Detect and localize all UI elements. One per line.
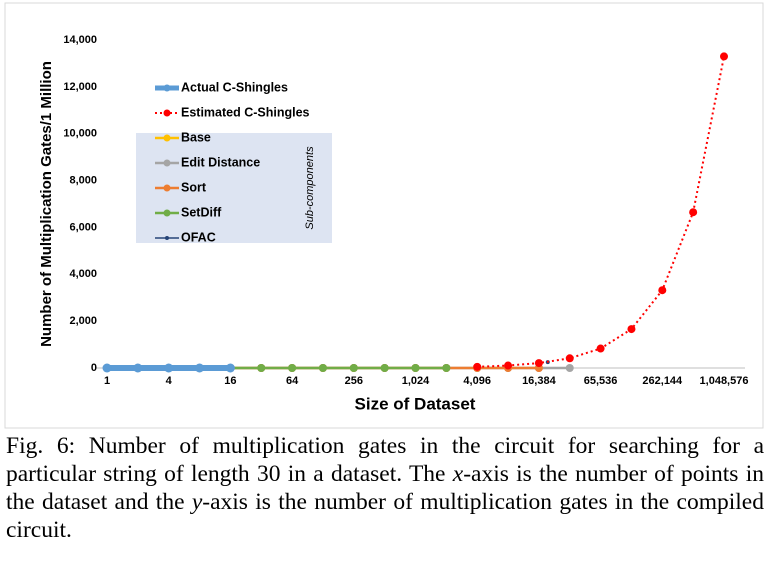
- legend-label: OFAC: [181, 230, 216, 244]
- x-tick-label: 64: [286, 375, 299, 387]
- legend-marker: [163, 184, 171, 192]
- series-marker: [133, 363, 143, 373]
- caption-text: Fig. 6: Number of multiplication gates i…: [6, 433, 764, 487]
- x-axis-label: Size of Dataset: [355, 394, 476, 413]
- y-tick-label: 12,000: [63, 81, 97, 93]
- series-marker: [565, 364, 574, 372]
- series-marker: [504, 361, 513, 370]
- x-tick-label: 65,536: [584, 375, 618, 387]
- caption-text: -axis is the number of points in the dat…: [6, 461, 764, 515]
- legend-marker: [163, 209, 171, 217]
- y-tick-label: 10,000: [63, 128, 97, 140]
- x-tick-label: 4,096: [463, 375, 491, 387]
- caption-math: y: [191, 489, 203, 515]
- series-marker: [257, 364, 266, 372]
- series-marker: [380, 364, 389, 372]
- y-tick-label: 4,000: [69, 268, 97, 280]
- series-marker: [195, 363, 205, 373]
- legend-label: Sort: [181, 180, 207, 194]
- caption: Fig. 6: Number of multiplication gates i…: [6, 432, 764, 544]
- y-tick-label: 8,000: [69, 174, 97, 186]
- legend-label: Base: [181, 130, 211, 144]
- series-marker: [627, 325, 636, 334]
- legend-marker: [163, 84, 171, 92]
- y-tick-label: 6,000: [69, 221, 97, 233]
- series-marker: [349, 364, 358, 372]
- chart-frame: [4, 2, 764, 429]
- x-tick-label: 16: [224, 375, 236, 387]
- series-marker: [596, 344, 605, 353]
- y-axis-label: Number of Multiplication Gates/1 Million: [38, 61, 55, 347]
- y-tick-label: 0: [91, 362, 97, 374]
- legend-label: Estimated C-Shingles: [181, 105, 310, 119]
- x-tick-label: 1,024: [402, 375, 430, 387]
- x-tick-label: 16,384: [522, 375, 557, 387]
- series-marker: [565, 354, 574, 363]
- legend-marker: [165, 236, 169, 240]
- x-tick-label: 256: [345, 375, 363, 387]
- series-marker: [720, 52, 728, 61]
- series-marker: [318, 364, 327, 372]
- series-marker: [411, 364, 420, 372]
- x-tick-label: 1: [104, 375, 110, 387]
- caption-text: -axis is the number of multiplication ga…: [6, 489, 764, 543]
- legend-note: Sub-components: [304, 146, 316, 230]
- y-tick-label: 2,000: [69, 315, 97, 327]
- series-marker: [473, 362, 482, 371]
- series-line: [477, 56, 725, 368]
- series-marker: [442, 364, 451, 372]
- x-tick-label: 1,048,576: [700, 375, 749, 387]
- x-tick-label: 4: [166, 375, 173, 387]
- series-marker: [288, 364, 297, 372]
- legend-label: SetDiff: [181, 205, 222, 219]
- legend-marker: [163, 134, 171, 142]
- y-tick-label: 14,000: [63, 34, 97, 46]
- legend-label: Actual C-Shingles: [181, 80, 288, 94]
- legend-marker: [163, 109, 171, 117]
- x-tick-label: 262,144: [642, 375, 683, 387]
- caption-math: x: [452, 461, 464, 487]
- series-marker: [658, 286, 667, 295]
- legend-marker: [163, 159, 171, 167]
- series-marker: [225, 363, 235, 373]
- series-marker: [689, 208, 698, 217]
- series-marker: [164, 363, 174, 373]
- series-marker: [102, 363, 112, 373]
- legend-label: Edit Distance: [181, 155, 260, 169]
- series-marker: [534, 359, 543, 368]
- chart: Sub-components Number of Multiplication …: [4, 2, 764, 429]
